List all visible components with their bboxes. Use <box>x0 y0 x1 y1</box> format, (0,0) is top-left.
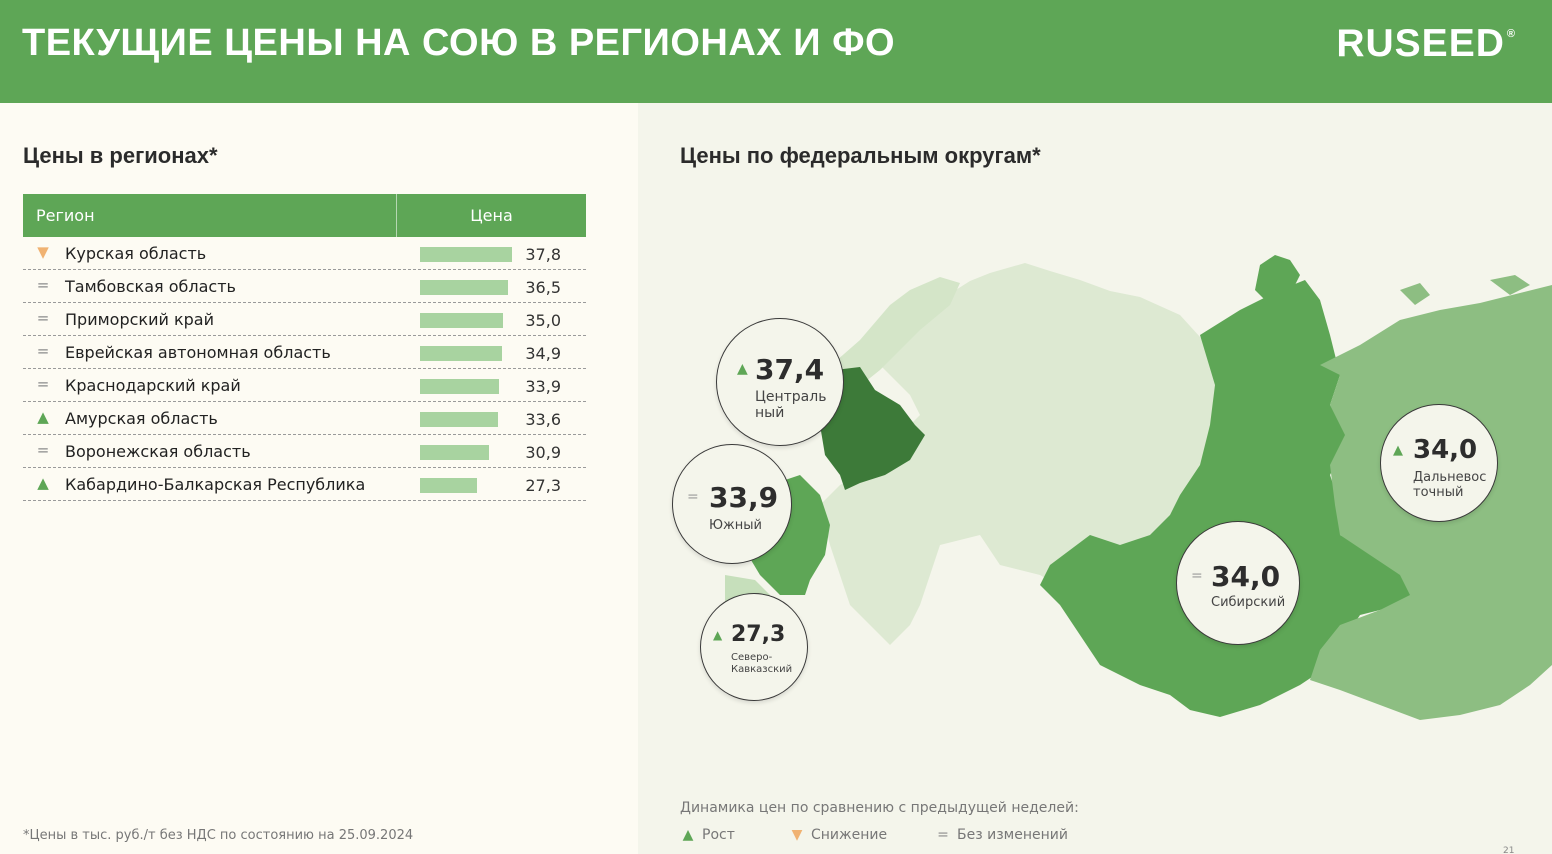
district-value: 37,4 <box>755 353 825 386</box>
districts-section-title: Цены по федеральным округам* <box>680 143 1041 168</box>
map-region-central <box>820 367 925 490</box>
triangle-down-icon: ▼ <box>37 243 49 261</box>
ruseed-logo: RUSEED ® <box>1336 22 1516 65</box>
equals-icon: = <box>1191 568 1203 584</box>
price-value: 33,9 <box>525 377 561 396</box>
map-island <box>1400 283 1430 305</box>
district-name: Южный <box>709 518 762 533</box>
district-bubble: = 33,9 Южный <box>672 444 792 564</box>
region-name: Курская область <box>65 244 207 263</box>
price-value: 36,5 <box>525 278 561 297</box>
district-bubble: ▲ 34,0 Дальневос точный <box>1380 404 1498 522</box>
price-value: 27,3 <box>525 476 561 495</box>
header-bar: ТЕКУЩИЕ ЦЕНЫ НА СОЮ В РЕГИОНАХ И ФО RUSE… <box>0 0 1552 103</box>
table-header: Регион Цена <box>23 194 586 237</box>
triangle-up-icon: ▲ <box>1393 443 1403 458</box>
map-island <box>1255 255 1300 305</box>
price-value: 30,9 <box>525 443 561 462</box>
price-value: 34,9 <box>525 344 561 363</box>
table-row: = Краснодарский край 33,9 <box>23 369 586 402</box>
table-row: = Еврейская автономная область 34,9 <box>23 336 586 369</box>
equals-icon: = <box>687 489 699 505</box>
equals-icon: = <box>36 375 50 393</box>
region-name: Воронежская область <box>65 442 251 461</box>
region-name: Краснодарский край <box>65 376 241 395</box>
district-name: Дальневос точный <box>1413 470 1487 500</box>
russia-federal-districts-map <box>725 255 1552 720</box>
equals-icon: = <box>937 827 949 843</box>
table-row: ▼ Курская область 37,8 <box>23 237 586 270</box>
region-name: Кабардино-Балкарская Республика <box>65 475 366 494</box>
header-divider <box>396 194 397 237</box>
triangle-up-icon: ▲ <box>713 628 723 642</box>
triangle-up-icon: ▲ <box>37 474 49 492</box>
district-bubble: ▲ 37,4 Централь ный <box>716 318 844 446</box>
table-row: = Воронежская область 30,9 <box>23 435 586 468</box>
table-row: ▲ Кабардино-Балкарская Республика 27,3 <box>23 468 586 501</box>
district-value: 33,9 <box>709 481 779 514</box>
table-row: ▲ Амурская область 33,6 <box>23 402 586 435</box>
regions-section-title: Цены в регионах* <box>23 143 218 168</box>
map-region-siberian <box>1040 280 1420 717</box>
legend-title: Динамика цен по сравнению с предыдущей н… <box>680 800 1079 816</box>
price-value: 33,6 <box>525 410 561 429</box>
page-number: 21 <box>1503 846 1515 854</box>
price-bar <box>420 445 489 460</box>
district-bubble: ▲ 27,3 Северо-Кавказский <box>700 593 808 701</box>
region-name: Тамбовская область <box>65 277 236 296</box>
price-bar <box>420 478 477 493</box>
price-bar <box>420 346 502 361</box>
triangle-up-icon: ▲ <box>737 361 748 377</box>
table-body: ▼ Курская область 37,8 = Тамбовская область 3… <box>23 237 586 501</box>
table-row: = Тамбовская область 36,5 <box>23 270 586 303</box>
district-name: Централь ный <box>755 389 827 422</box>
region-name: Приморский край <box>65 310 214 329</box>
price-bar <box>420 412 498 427</box>
legend-item-down: ▼ Снижение <box>789 827 888 843</box>
page-title: ТЕКУЩИЕ ЦЕНЫ НА СОЮ В РЕГИОНАХ И ФО <box>22 22 896 64</box>
price-bar <box>420 313 503 328</box>
triangle-up-icon: ▲ <box>37 408 49 426</box>
district-bubble: = 34,0 Сибирский <box>1176 521 1300 645</box>
footnote: *Цены в тыс. руб./т без НДС по состоянию… <box>23 828 414 843</box>
price-bar <box>420 247 512 262</box>
triangle-up-icon: ▲ <box>682 827 694 843</box>
map-island <box>1490 275 1530 295</box>
region-name: Еврейская автономная область <box>65 343 331 362</box>
region-name: Амурская область <box>65 409 218 428</box>
legend-item-same: = Без изменений <box>935 827 1068 843</box>
price-bar <box>420 280 508 295</box>
price-value: 35,0 <box>525 311 561 330</box>
district-value: 27,3 <box>731 622 786 647</box>
district-name: Северо-Кавказский <box>731 652 793 675</box>
regions-price-table: Регион Цена ▼ Курская область 37,8 = Тамбовс… <box>23 194 586 501</box>
triangle-down-icon: ▼ <box>791 827 803 843</box>
district-value: 34,0 <box>1413 435 1478 465</box>
column-header-price: Цена <box>470 206 513 225</box>
equals-icon: = <box>36 441 50 459</box>
column-header-region: Регион <box>36 206 95 225</box>
price-value: 37,8 <box>525 245 561 264</box>
legend-item-up: ▲ Рост <box>680 827 735 843</box>
district-value: 34,0 <box>1211 560 1281 593</box>
table-row: = Приморский край 35,0 <box>23 303 586 336</box>
equals-icon: = <box>36 342 50 360</box>
equals-icon: = <box>36 276 50 294</box>
district-name: Сибирский <box>1211 595 1286 610</box>
price-bar <box>420 379 499 394</box>
equals-icon: = <box>36 309 50 327</box>
